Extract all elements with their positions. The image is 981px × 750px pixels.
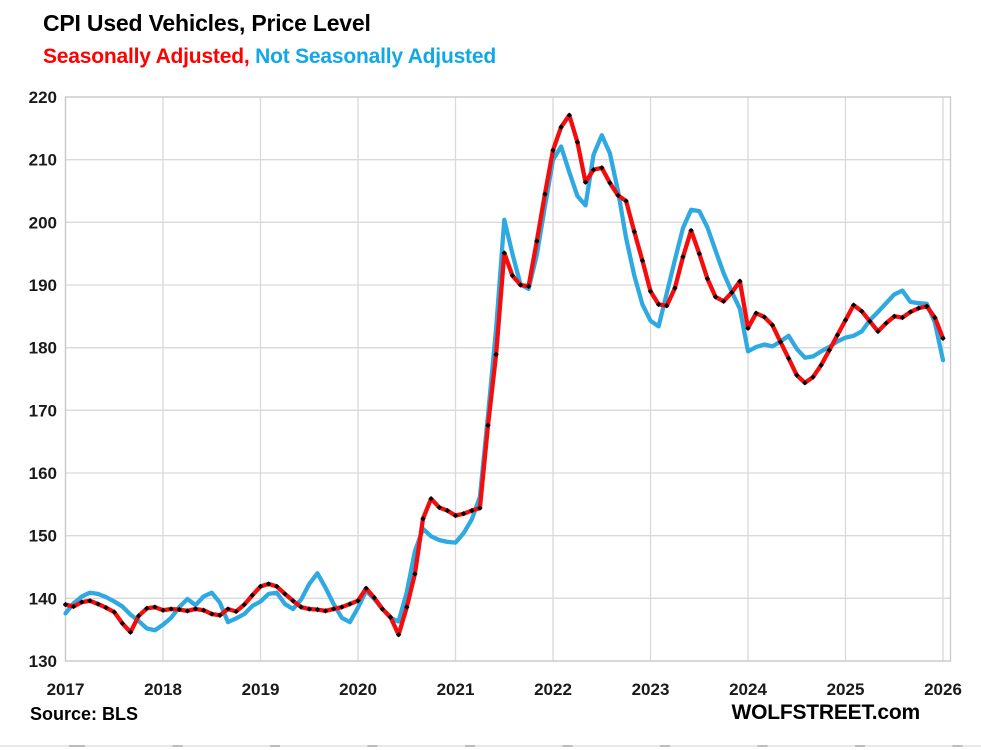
y-tick-label: 140 bbox=[29, 589, 57, 608]
x-tick-label: 2018 bbox=[144, 680, 182, 699]
nsa-line bbox=[63, 133, 946, 633]
x-tick-label: 2017 bbox=[47, 680, 85, 699]
x-tick-label: 2023 bbox=[632, 680, 670, 699]
plot-border bbox=[64, 96, 952, 662]
y-tick-label: 180 bbox=[29, 339, 57, 358]
x-tick-label: 2026 bbox=[924, 680, 962, 699]
sa-line bbox=[63, 113, 946, 637]
chart-legend-subtitle: Seasonally Adjusted, Not Seasonally Adju… bbox=[43, 45, 496, 69]
y-tick-label: 200 bbox=[29, 213, 57, 232]
x-tick-label: 2022 bbox=[534, 680, 572, 699]
y-tick-label: 170 bbox=[29, 401, 57, 420]
wolfstreet-branding: WOLFSTREET.com bbox=[731, 701, 920, 724]
x-tick-label: 2021 bbox=[437, 680, 475, 699]
legend-seasonally-adjusted: Seasonally Adjusted bbox=[43, 45, 244, 68]
y-tick-label: 160 bbox=[29, 464, 57, 483]
y-tick-label: 150 bbox=[29, 527, 57, 546]
y-tick-label: 130 bbox=[29, 652, 57, 671]
y-tick-label: 220 bbox=[29, 88, 57, 107]
x-tick-label: 2025 bbox=[827, 680, 865, 699]
bottom-tick-strip bbox=[0, 745, 981, 747]
sa-markers bbox=[62, 112, 946, 638]
x-tick-label: 2024 bbox=[729, 680, 767, 699]
source-label: Source: BLS bbox=[30, 704, 139, 724]
legend-separator: , bbox=[243, 45, 256, 68]
y-tick-label: 210 bbox=[29, 151, 57, 170]
legend-not-seasonally-adjusted: Not Seasonally Adjusted bbox=[255, 45, 496, 68]
y-tick-label: 190 bbox=[29, 276, 57, 295]
x-tick-label: 2019 bbox=[242, 680, 280, 699]
x-tick-label: 2020 bbox=[339, 680, 377, 699]
chart-title: CPI Used Vehicles, Price Level bbox=[43, 10, 371, 36]
